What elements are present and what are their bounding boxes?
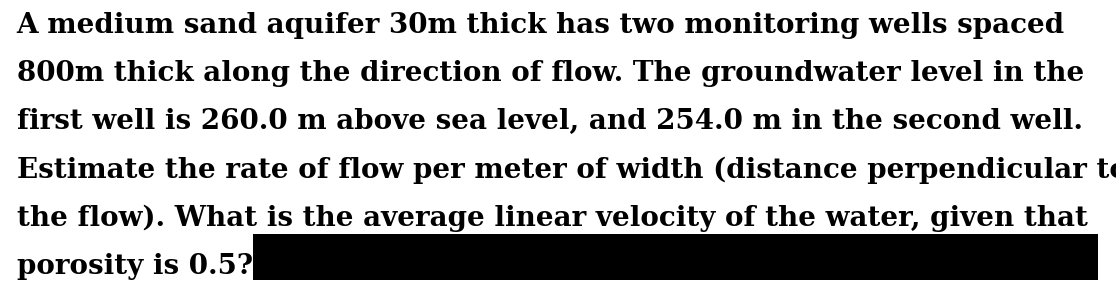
Text: 800m thick along the direction of flow. The groundwater level in the: 800m thick along the direction of flow. … (17, 60, 1084, 87)
Text: the flow). What is the average linear velocity of the water, given that: the flow). What is the average linear ve… (17, 205, 1088, 232)
Text: A medium sand aquifer 30m thick has two monitoring wells spaced: A medium sand aquifer 30m thick has two … (17, 12, 1065, 39)
Text: Estimate the rate of flow per meter of width (distance perpendicular to: Estimate the rate of flow per meter of w… (17, 157, 1116, 184)
Text: first well is 260.0 m above sea level, and 254.0 m in the second well.: first well is 260.0 m above sea level, a… (17, 108, 1083, 135)
Text: porosity is 0.5?: porosity is 0.5? (17, 253, 253, 281)
